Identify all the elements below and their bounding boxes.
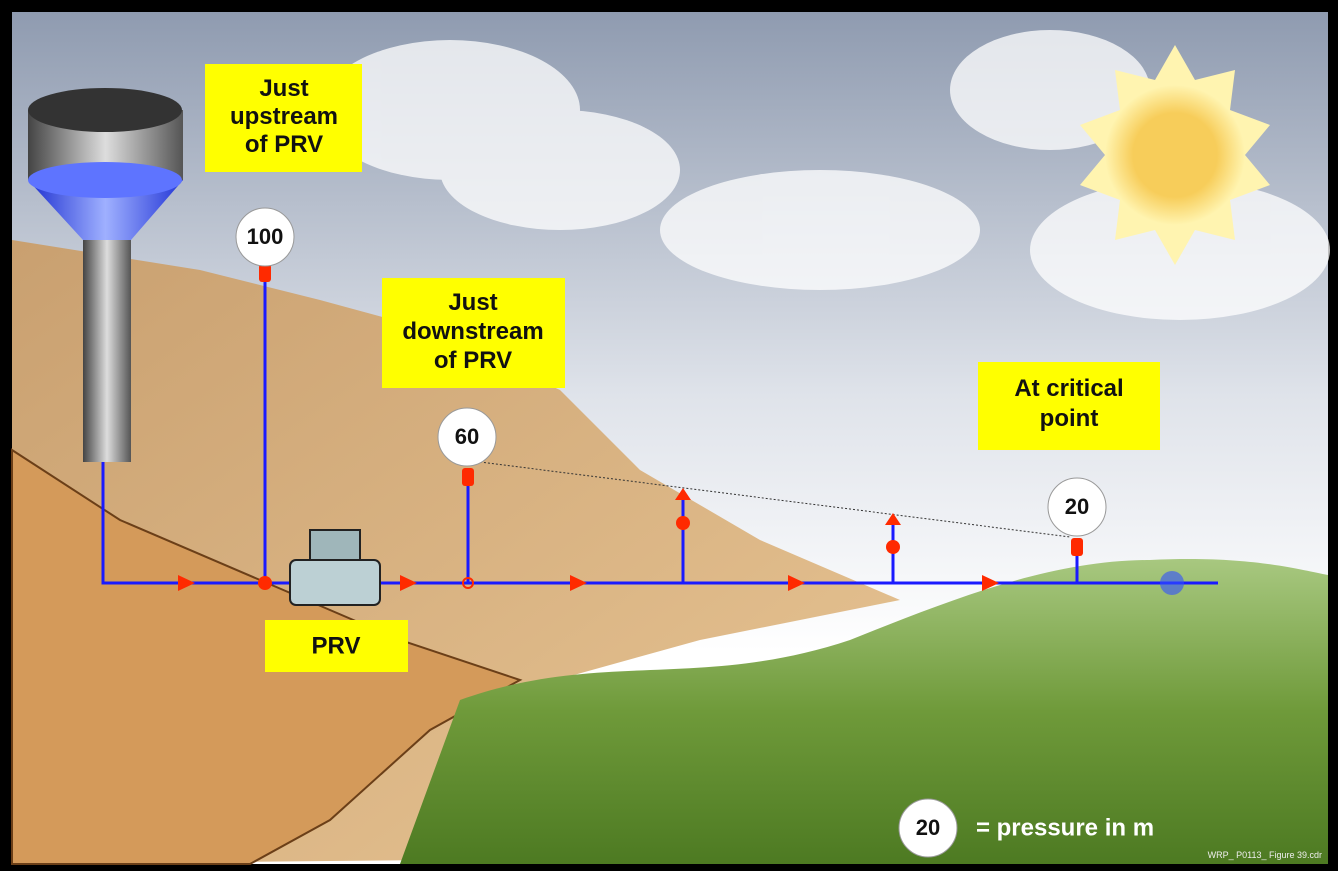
- callout-line: At critical: [1014, 375, 1123, 402]
- callout-line: of PRV: [245, 131, 323, 158]
- gauge-value: 100: [247, 224, 284, 249]
- callout-line: point: [1040, 405, 1099, 432]
- callout-line: downstream: [402, 318, 543, 345]
- callout-line: Just: [259, 75, 308, 102]
- callout-line: Just: [448, 289, 497, 316]
- leak: [1160, 571, 1184, 595]
- callout-line: upstream: [230, 103, 338, 130]
- footer: WRP_ P0113_ Figure 39.cdr: [1208, 850, 1322, 860]
- gauge-value: 20: [1065, 494, 1089, 519]
- legend-symbol-value: 20: [916, 815, 940, 840]
- legend-text: = pressure in m: [976, 814, 1154, 841]
- callout-line: PRV: [312, 632, 361, 659]
- callout-line: of PRV: [434, 347, 512, 374]
- gauge-value: 60: [455, 424, 479, 449]
- page: Justupstreamof PRV Justdownstreamof PRV …: [0, 0, 1338, 871]
- diagram: Justupstreamof PRV Justdownstreamof PRV …: [0, 0, 1338, 871]
